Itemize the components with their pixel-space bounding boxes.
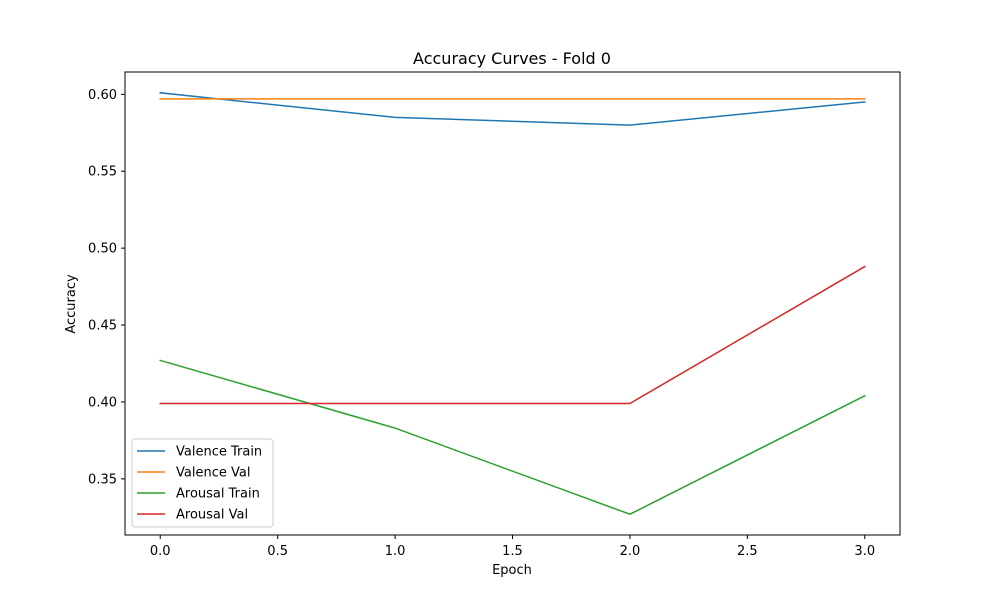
- y-tick-label: 0.35: [88, 472, 117, 487]
- y-tick-label: 0.55: [88, 165, 117, 180]
- x-tick-label: 0.5: [267, 544, 288, 559]
- legend-label-0: Valence Train: [176, 445, 262, 460]
- x-axis: 0.0 0.5 1.0 1.5 2.0 2.5 3.0: [150, 535, 875, 559]
- x-tick-label: 3.0: [854, 544, 875, 559]
- y-tick-label: 0.60: [88, 88, 117, 103]
- y-axis: 0.35 0.40 0.45 0.50 0.55 0.60: [88, 88, 125, 487]
- legend-label-2: Arousal Train: [176, 487, 260, 502]
- x-tick-label: 1.5: [502, 544, 523, 559]
- chart-title: Accuracy Curves - Fold 0: [413, 49, 611, 68]
- y-tick-label: 0.40: [88, 395, 117, 410]
- y-axis-label: Accuracy: [64, 274, 79, 334]
- y-tick-label: 0.50: [88, 242, 117, 257]
- x-tick-label: 2.0: [620, 544, 641, 559]
- x-tick-label: 1.0: [385, 544, 406, 559]
- legend-label-3: Arousal Val: [176, 508, 248, 523]
- legend-label-1: Valence Val: [176, 466, 250, 481]
- legend: Valence Train Valence Val Arousal Train Aro…: [131, 438, 274, 528]
- series-layer: [159, 91, 866, 515]
- y-tick-label: 0.45: [88, 319, 117, 334]
- series-line-3: [159, 265, 866, 405]
- legend-box: [131, 438, 274, 528]
- series-line-2: [159, 359, 866, 515]
- x-axis-label: Epoch: [492, 563, 532, 578]
- x-tick-label: 2.5: [737, 544, 758, 559]
- series-line-0: [159, 91, 866, 126]
- x-tick-label: 0.0: [150, 544, 171, 559]
